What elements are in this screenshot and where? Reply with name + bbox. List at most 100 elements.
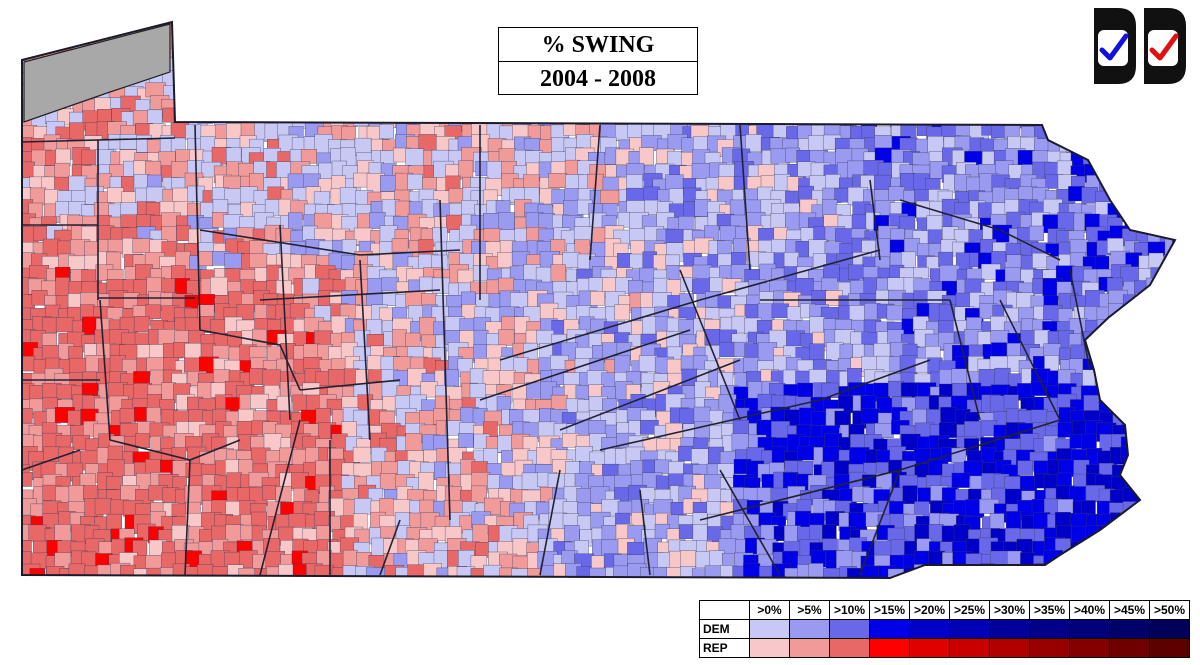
municipality-tile [1160, 399, 1175, 418]
municipality-tile [704, 96, 719, 115]
municipality-tile [1159, 159, 1175, 177]
municipality-tile [1073, 136, 1093, 153]
municipality-tile [275, 486, 292, 502]
municipality-tile [1121, 126, 1140, 144]
municipality-tile [267, 22, 287, 42]
municipality-tile [371, 46, 390, 65]
municipality-tile [1190, 568, 1200, 586]
municipality-tile [614, 304, 630, 321]
municipality-tile [782, 472, 799, 489]
municipality-tile [1044, 120, 1064, 136]
municipality-tile [865, 581, 883, 590]
municipality-tile [249, 253, 268, 268]
municipality-tile [174, 57, 191, 74]
municipality-tile [431, 61, 451, 78]
municipality-tile [184, 33, 202, 51]
municipality-tile [1172, 178, 1175, 198]
municipality-tile [305, 96, 320, 115]
municipality-tile [1187, 438, 1200, 457]
municipality-tile [915, 22, 934, 34]
municipality-tile [1044, 44, 1061, 59]
municipality-tile [1149, 308, 1167, 329]
municipality-tile [1161, 317, 1175, 332]
municipality-tile [1071, 99, 1087, 116]
municipality-tile [342, 565, 358, 578]
municipality-tile [163, 577, 181, 578]
municipality-tile [692, 524, 708, 543]
municipality-tile [927, 566, 946, 578]
municipality-tile [875, 48, 894, 68]
municipality-tile [890, 22, 908, 41]
legend-rep-label: REP [699, 638, 750, 658]
municipality-tile [513, 581, 528, 590]
municipality-tile [31, 31, 51, 48]
municipality-tile [758, 32, 778, 52]
municipality-tile [1138, 160, 1157, 178]
municipality-tile [782, 56, 803, 75]
municipality-tile [925, 576, 941, 578]
municipality-tile [617, 97, 636, 113]
municipality-tile [1149, 330, 1164, 350]
municipality-tile [200, 577, 218, 578]
municipality-tile [94, 498, 112, 515]
municipality-tile [1136, 345, 1154, 362]
municipality-tile [1109, 395, 1127, 412]
municipality-tile [642, 581, 660, 590]
municipality-tile [288, 212, 303, 231]
municipality-tile [810, 579, 827, 590]
municipality-tile [473, 22, 494, 39]
municipality-tile [1189, 551, 1200, 569]
municipality-tile [22, 34, 40, 54]
municipality-tile [1029, 86, 1047, 107]
municipality-tile [58, 22, 73, 40]
municipality-tile [1055, 58, 1076, 78]
municipality-tile [300, 149, 317, 164]
municipality-tile [250, 393, 269, 409]
municipality-tile [1108, 87, 1124, 107]
legend-rep-row: REP [699, 638, 1190, 658]
municipality-tile [510, 292, 528, 309]
municipality-tile [213, 69, 233, 90]
municipality-tile [1187, 460, 1200, 474]
municipality-tile [1134, 370, 1154, 388]
municipality-tile [106, 513, 122, 531]
municipality-tile [1098, 85, 1117, 101]
municipality-tile [238, 22, 254, 39]
municipality-tile [1055, 97, 1076, 113]
municipality-tile [1135, 576, 1151, 578]
municipality-tile [522, 96, 538, 113]
legend-threshold: >20% [909, 600, 950, 620]
municipality-tile [1190, 201, 1200, 216]
municipality-tile [1188, 474, 1200, 488]
municipality-tile [1137, 98, 1158, 116]
municipality-tile [877, 579, 893, 590]
municipality-tile [199, 47, 218, 64]
municipality-tile [419, 317, 436, 338]
municipality-tile [185, 124, 202, 140]
municipality-tile [730, 60, 748, 81]
municipality-tile [210, 45, 231, 64]
municipality-tile [889, 73, 908, 92]
municipality-tile [54, 552, 72, 569]
municipality-tile [720, 48, 740, 69]
municipality-tile [1164, 516, 1175, 535]
municipality-tile [1072, 553, 1092, 574]
municipality-tile [436, 47, 456, 67]
municipality-tile [1081, 433, 1097, 450]
swing-map [21, 20, 1200, 590]
municipality-tile [678, 445, 693, 462]
municipality-tile [747, 33, 766, 53]
municipality-tile [1159, 555, 1175, 576]
municipality-tile [1094, 563, 1111, 578]
municipality-tile [864, 22, 880, 37]
municipality-tile [287, 22, 304, 40]
municipality-tile [1070, 44, 1090, 63]
municipality-tile [799, 579, 814, 590]
municipality-tile [1186, 355, 1200, 374]
municipality-tile [860, 565, 881, 578]
municipality-tile [174, 96, 195, 117]
municipality-tile [227, 95, 243, 116]
municipality-tile [782, 33, 802, 48]
municipality-tile [904, 69, 923, 86]
municipality-tile [1164, 409, 1175, 427]
